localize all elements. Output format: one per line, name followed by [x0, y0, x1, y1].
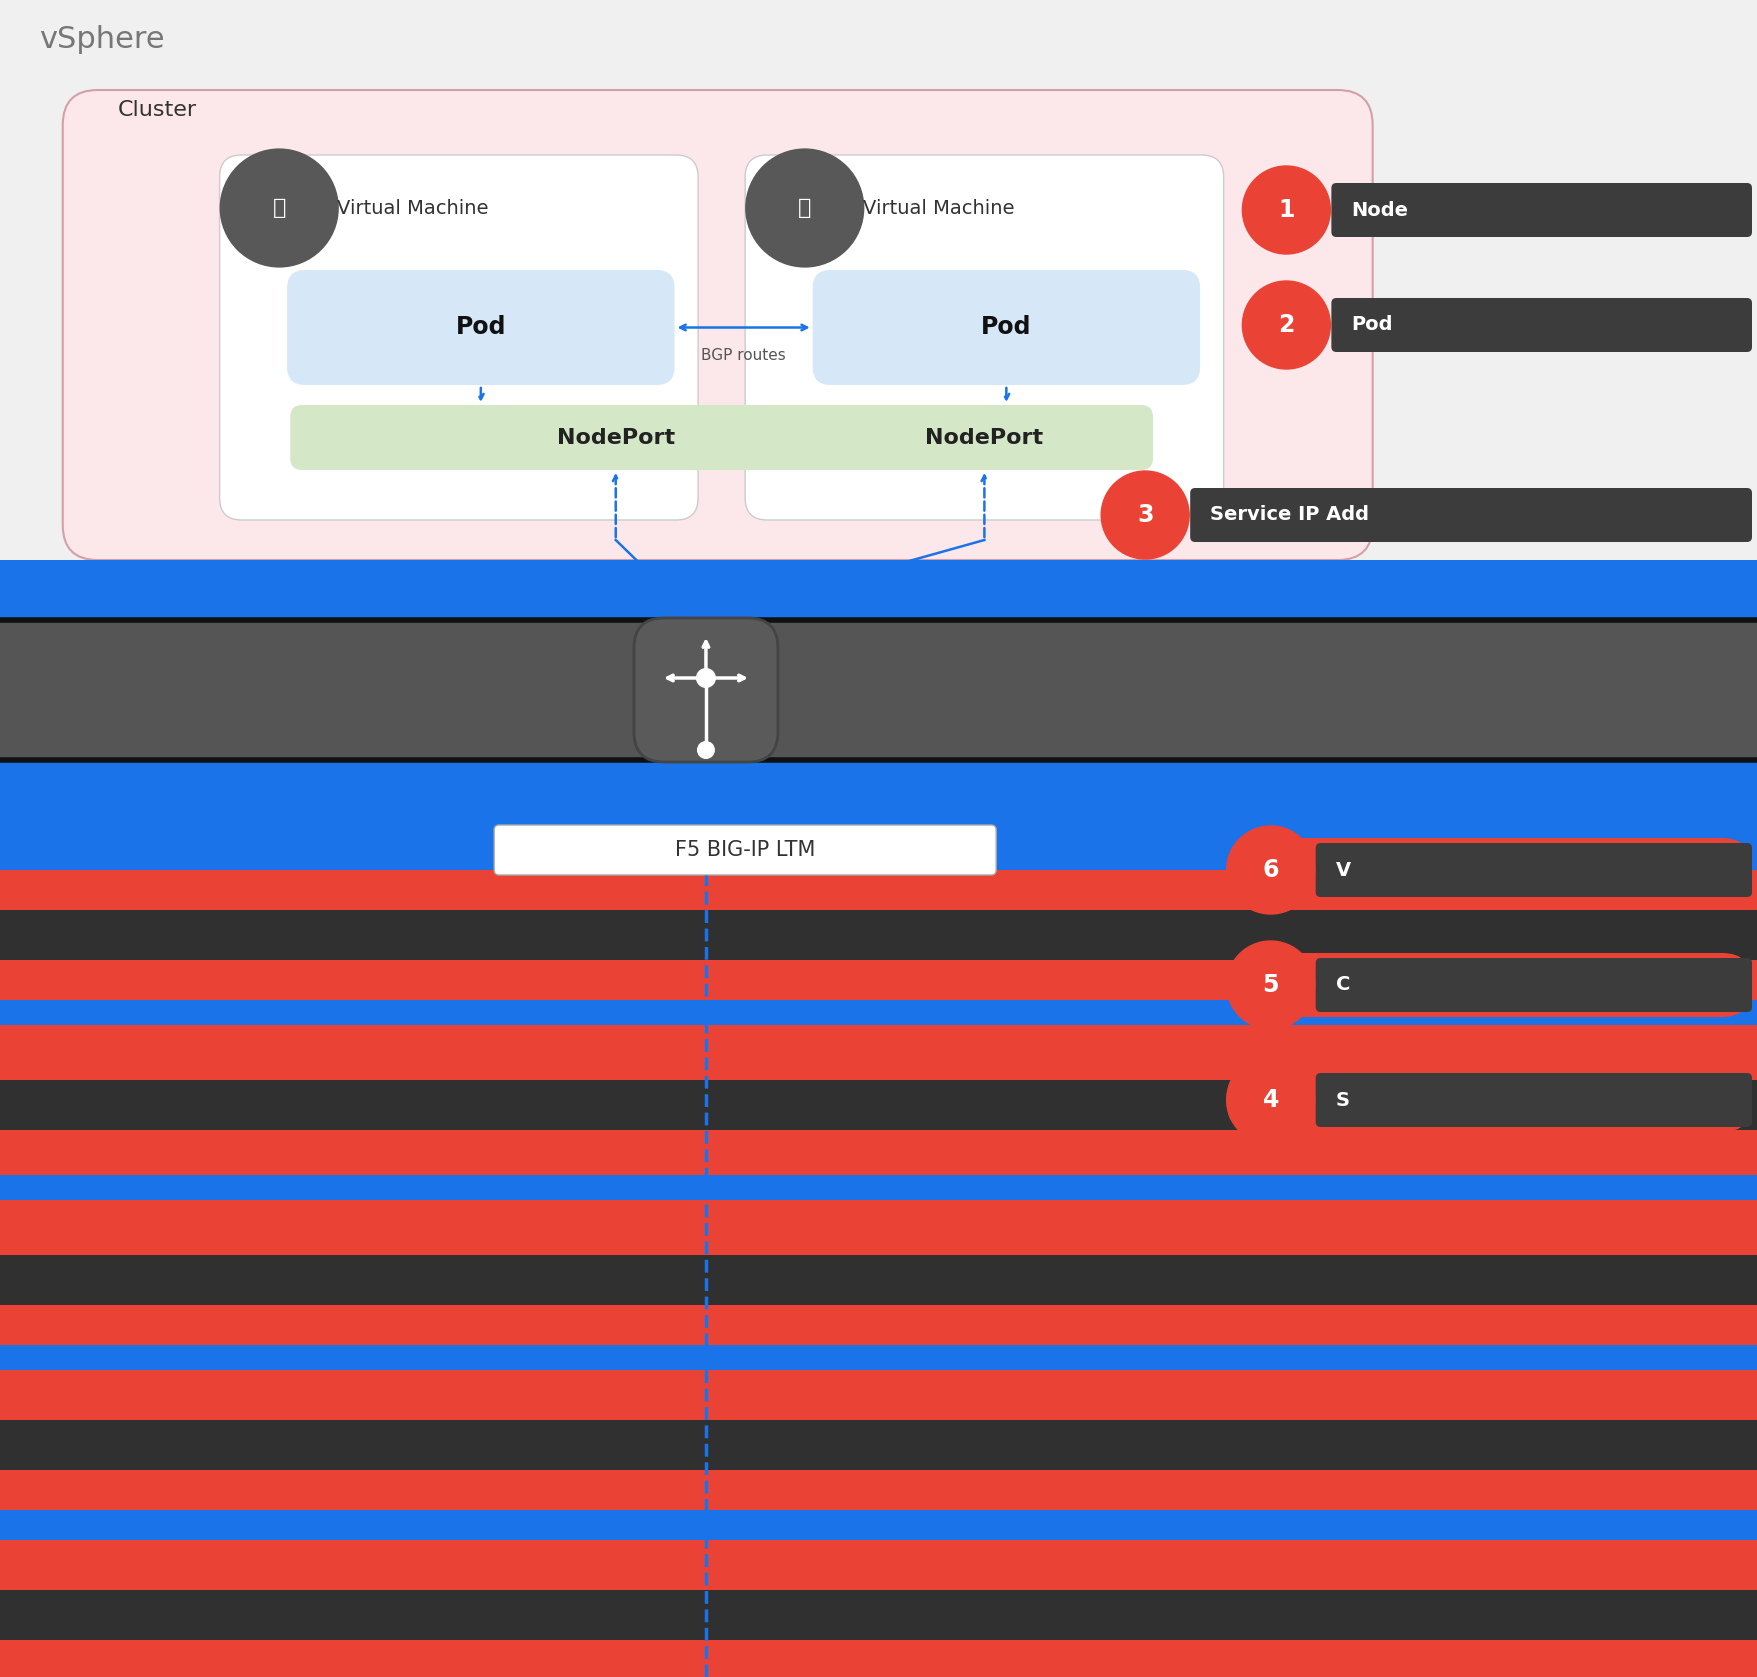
FancyBboxPatch shape [286, 270, 675, 386]
Text: C: C [1335, 976, 1349, 994]
Text: Node: Node [1351, 201, 1409, 220]
Bar [0, 911, 1757, 959]
Bar [0, 1370, 1757, 1420]
Text: 3: 3 [1137, 503, 1153, 527]
Bar [0, 1254, 1757, 1305]
Text: Service IP Add: Service IP Add [1211, 505, 1369, 525]
Bar [0, 760, 1757, 820]
FancyBboxPatch shape [1316, 958, 1752, 1011]
FancyBboxPatch shape [1226, 1068, 1752, 1132]
Circle shape [220, 148, 339, 268]
Text: F5 BIG-IP LTM: F5 BIG-IP LTM [675, 840, 815, 860]
Circle shape [1102, 471, 1189, 558]
FancyBboxPatch shape [1332, 183, 1752, 236]
Text: NodePort: NodePort [926, 428, 1044, 448]
Bar [0, 560, 1757, 620]
Bar [0, 620, 1757, 760]
Text: NodePort: NodePort [557, 428, 675, 448]
FancyBboxPatch shape [220, 154, 698, 520]
FancyBboxPatch shape [1226, 953, 1752, 1016]
Circle shape [1226, 827, 1314, 914]
Bar [0, 1080, 1757, 1130]
Circle shape [1226, 1057, 1314, 1144]
Circle shape [1242, 166, 1330, 253]
Text: Virtual Machine: Virtual Machine [337, 198, 488, 218]
FancyBboxPatch shape [1226, 838, 1752, 902]
Text: Pod: Pod [1351, 315, 1393, 334]
Bar [0, 1539, 1757, 1590]
Circle shape [745, 148, 864, 268]
Text: Pod: Pod [980, 315, 1031, 339]
Bar [0, 1471, 1757, 1509]
Text: Virtual Machine: Virtual Machine [863, 198, 1014, 218]
FancyBboxPatch shape [634, 619, 778, 761]
Bar [0, 1640, 1757, 1677]
Bar [0, 1420, 1757, 1471]
Text: 6: 6 [1263, 859, 1279, 882]
Text: S: S [1335, 1090, 1349, 1110]
Bar [0, 820, 1757, 1677]
FancyBboxPatch shape [1332, 299, 1752, 352]
Text: 2: 2 [1277, 314, 1295, 337]
Bar [0, 870, 1757, 911]
Text: ⯀: ⯀ [272, 198, 286, 218]
Text: Cluster: Cluster [118, 101, 197, 121]
FancyBboxPatch shape [1316, 844, 1752, 897]
Circle shape [698, 741, 715, 760]
Bar [0, 1590, 1757, 1640]
Bar [0, 1025, 1757, 1080]
Text: V: V [1335, 860, 1351, 879]
Text: BGP routes: BGP routes [701, 349, 785, 362]
Bar [0, 1130, 1757, 1176]
Text: ⯀: ⯀ [798, 198, 812, 218]
FancyBboxPatch shape [745, 154, 1223, 520]
Text: 4: 4 [1263, 1088, 1279, 1112]
Text: Pod: Pod [455, 315, 506, 339]
Text: 5: 5 [1263, 973, 1279, 998]
Text: vSphere: vSphere [39, 25, 165, 54]
FancyBboxPatch shape [290, 406, 942, 470]
FancyBboxPatch shape [812, 270, 1200, 386]
Text: 1: 1 [1277, 198, 1295, 221]
Circle shape [1226, 941, 1314, 1030]
FancyBboxPatch shape [815, 406, 1153, 470]
FancyBboxPatch shape [63, 91, 1372, 560]
Bar [0, 959, 1757, 999]
FancyBboxPatch shape [1189, 488, 1752, 542]
Circle shape [1242, 282, 1330, 369]
FancyBboxPatch shape [494, 825, 996, 875]
Bar [0, 1305, 1757, 1345]
Bar [0, 1201, 1757, 1254]
Circle shape [696, 667, 715, 688]
FancyBboxPatch shape [1316, 1073, 1752, 1127]
Bar [0, 0, 1757, 870]
